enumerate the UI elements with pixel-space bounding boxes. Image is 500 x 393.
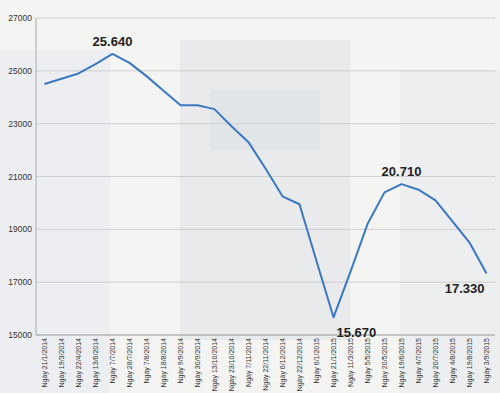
x-tick-label: Ngày 6/1/2015	[313, 338, 321, 384]
x-tick-label: Ngày 7/7/2014	[109, 338, 117, 384]
x-tick-label: Ngày 28/7/2014	[126, 338, 134, 388]
x-tick-label: Ngày 23/10/2014	[228, 338, 236, 391]
x-tick-label: Ngày 20/5/2015	[381, 338, 389, 388]
x-tick-label: Ngày 5/5/2015	[364, 338, 372, 384]
chart: 15000 17000 19000 21000 23000 25000 27000 Ngày …	[0, 0, 500, 393]
data-label: 25.640	[93, 34, 133, 49]
price-line	[45, 54, 487, 317]
x-tick-label: Ngày 22/11/2014	[262, 338, 270, 391]
data-label: 20.710	[382, 164, 422, 179]
x-tick-label: Ngày 21/1/2015	[330, 338, 338, 388]
y-tick-label: 17000	[8, 277, 32, 287]
grid-line	[36, 282, 495, 283]
y-tick-label: 25000	[8, 66, 32, 76]
data-label: 17.330	[445, 281, 485, 296]
y-tick-label: 27000	[8, 13, 32, 23]
y-axis	[36, 18, 37, 335]
x-tick-label: Ngày 7/11/2014	[245, 338, 253, 387]
background-shape	[180, 40, 350, 340]
x-tick-label: Ngày 13/10/2014	[211, 338, 219, 391]
data-label: 15.670	[337, 325, 377, 340]
x-axis	[36, 335, 495, 336]
background-shape	[400, 70, 500, 393]
plot-area	[45, 54, 487, 317]
x-tick-label: Ngày 20/7/2015	[432, 338, 440, 388]
x-tick-label: Ngày 4/8/2015	[449, 338, 457, 384]
x-tick-label: Ngày 4/7/2015	[415, 338, 423, 384]
x-tick-label: Ngày 18/8/2014	[160, 338, 168, 388]
x-tick-label: Ngày 19/8/2015	[466, 338, 474, 388]
x-tick-label: Ngày 30/9/2014	[194, 338, 202, 388]
x-tick-label: Ngày 3/9/2015	[483, 338, 491, 384]
grid-line	[36, 229, 495, 230]
y-tick-label: 19000	[8, 224, 32, 234]
x-tick-label: Ngày 7/8/2014	[143, 338, 151, 384]
x-tick-label: Ngày 19/6/2015	[398, 338, 406, 388]
grid-line	[36, 335, 495, 336]
x-tick-label: Ngày 9/9/2014	[177, 338, 185, 384]
x-tick-label: Ngày 21/1/2014	[41, 338, 49, 388]
x-tick-label: Ngày 13/6/2014	[92, 338, 100, 388]
x-tick-label: Ngày 19/3/2014	[58, 338, 66, 388]
grid-line	[36, 123, 495, 124]
y-tick-label: 15000	[8, 330, 32, 340]
x-tick-label: Ngày 22/4/2014	[75, 338, 83, 388]
y-tick-label: 21000	[8, 172, 32, 182]
grid-line	[36, 70, 495, 71]
grid-line	[36, 18, 495, 19]
background-shape	[0, 50, 110, 393]
x-tick-label: Ngày 6/12/2014	[279, 338, 287, 388]
background	[0, 0, 500, 393]
x-tick-label: Ngày 11/3/2015	[347, 338, 355, 387]
y-tick-label: 23000	[8, 119, 32, 129]
grid-line	[36, 176, 495, 177]
x-tick-label: Ngày 22/12/2014	[296, 338, 304, 391]
